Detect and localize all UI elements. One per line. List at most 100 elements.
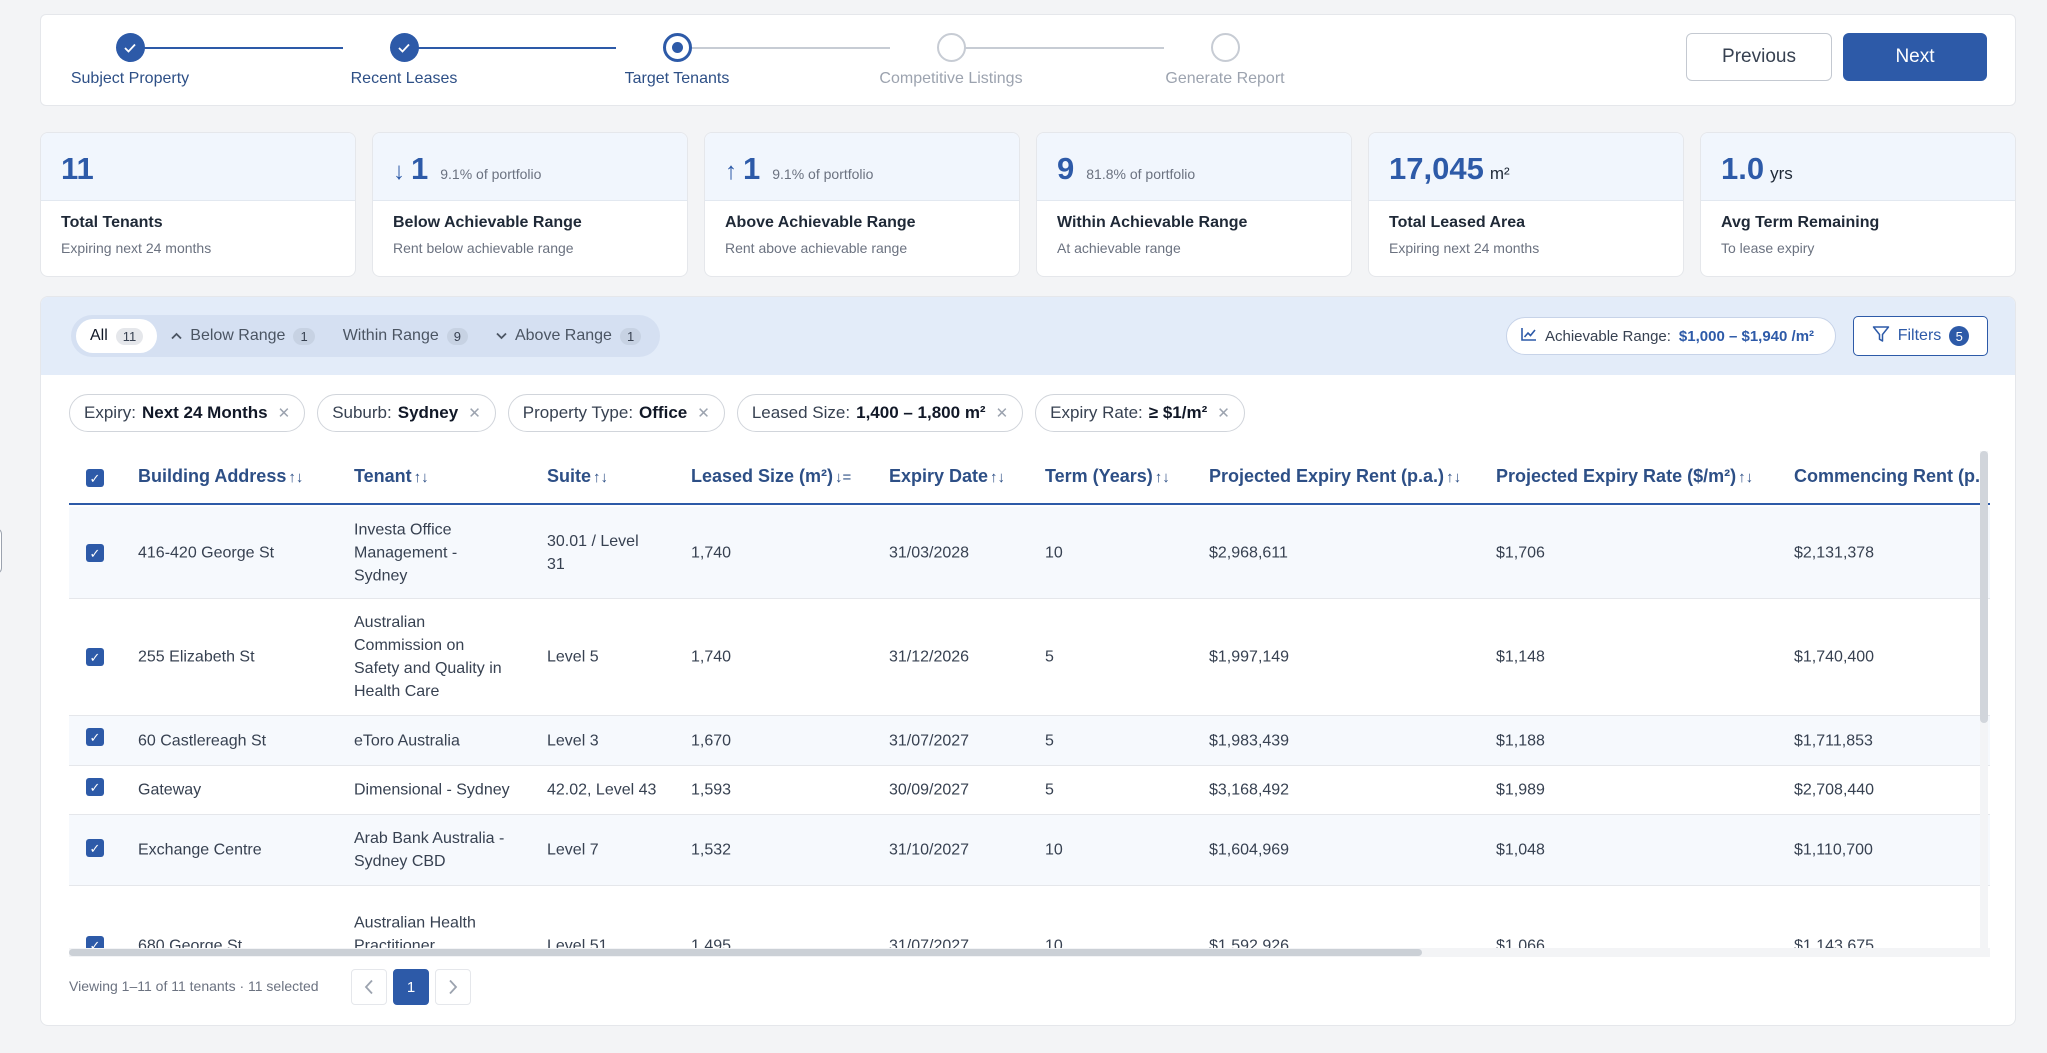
segment-above-range[interactable]: Above Range 1 (482, 319, 655, 353)
close-icon[interactable]: ✕ (697, 405, 710, 422)
segment-count: 1 (619, 327, 642, 345)
check-icon (115, 33, 145, 62)
cell-commencing-rent: $2,131,378 (1794, 544, 1875, 561)
chip-key: Leased Size: (751, 403, 851, 422)
arrow-up-icon: ↑ (725, 158, 737, 185)
cell-tenant: Arab Bank Australia - Sydney CBD (354, 830, 505, 870)
stat-subtitle: To lease expiry (1721, 240, 1815, 256)
table-row[interactable]: ✓ 255 Elizabeth St Australian Commission… (69, 599, 1990, 716)
segment-count: 1 (293, 327, 315, 345)
pagination: 1 (351, 969, 471, 1005)
tenants-panel: All 11 Below Range 1 Within Range 9 Abov… (40, 296, 2016, 1026)
cell-commencing-rent: $1,110,700 (1794, 841, 1873, 859)
cell-leased-size: 1,670 (691, 732, 732, 749)
cell-expiry-rate: $1,188 (1496, 732, 1545, 749)
row-checkbox[interactable]: ✓ (86, 728, 104, 746)
cell-expiry-date: 31/12/2026 (889, 648, 970, 666)
trend-chart-icon (1521, 327, 1537, 345)
segment-within-range[interactable]: Within Range 9 (329, 319, 482, 353)
row-checkbox[interactable]: ✓ (86, 544, 104, 562)
table-row[interactable]: ✓ Gateway Dimensional - Sydney 42.02, Le… (69, 766, 1990, 815)
column-header[interactable]: Projected Expiry Rate ($/m²) ↑↓ (1496, 466, 1754, 486)
table-row[interactable]: ✓ 416-420 George St Investa Office Manag… (69, 507, 1990, 599)
active-filter-chips: Expiry: Next 24 Months ✕ Suburb: Sydney … (69, 394, 1245, 432)
step-recent-leases[interactable]: Recent Leases (294, 33, 514, 88)
select-all-checkbox[interactable]: ✓ (86, 469, 104, 487)
pagination-summary: Viewing 1–11 of 11 tenants · 11 selected (69, 978, 319, 994)
cell-suite: 30.01 / Level 31 (547, 532, 639, 573)
filter-chip-leased-size[interactable]: Leased Size: 1,400 – 1,800 m² ✕ (736, 394, 1024, 432)
filters-button[interactable]: Filters 5 (1853, 316, 1988, 356)
row-checkbox[interactable]: ✓ (86, 648, 104, 666)
chevron-left-icon[interactable] (351, 969, 387, 1005)
step-target-tenants[interactable]: Target Tenants (567, 33, 787, 88)
step-competitive-listings[interactable]: Competitive Listings (841, 33, 1061, 88)
close-icon[interactable]: ✕ (277, 405, 291, 422)
column-header[interactable]: Suite ↑↓ (547, 466, 609, 486)
column-header[interactable]: Expiry Date ↑↓ (889, 466, 1006, 486)
cell-suite: 42.02, Level 43 (547, 781, 657, 799)
stat-above-range: ↑ 1 9.1% of portfolio Above Achievable R… (704, 132, 1020, 277)
sort-icon: ↑↓ (1738, 469, 1754, 486)
scrollbar-thumb[interactable] (69, 949, 1422, 956)
stat-value: 9 (1057, 151, 1075, 186)
cell-expiry-date: 31/03/2028 (889, 544, 970, 561)
stat-total-tenants: 11 Total Tenants Expiring next 24 months (40, 132, 356, 277)
column-header[interactable]: Term (Years) ↑↓ (1045, 466, 1170, 486)
segment-below-range[interactable]: Below Range 1 (157, 319, 328, 353)
filter-bar: All 11 Below Range 1 Within Range 9 Abov… (41, 297, 2015, 375)
horizontal-scrollbar[interactable] (69, 948, 1990, 957)
achievable-range-pill[interactable]: Achievable Range: $1,000 – $1,940 /m² (1506, 317, 1836, 355)
cell-building-address: 416-420 George St (138, 544, 275, 561)
cell-leased-size: 1,740 (691, 544, 732, 561)
cell-term: 10 (1045, 841, 1063, 859)
page-button[interactable]: 1 (393, 969, 429, 1005)
segment-all[interactable]: All 11 (76, 319, 158, 353)
chip-key: Property Type: (522, 403, 634, 422)
side-panel-handle[interactable] (0, 528, 2, 574)
cell-expiry-rate: $1,989 (1496, 781, 1545, 799)
step-label: Recent Leases (350, 70, 458, 87)
column-header[interactable]: Projected Expiry Rent (p.a.) ↑↓ (1209, 466, 1462, 486)
cell-expiry-rent: $2,968,611 (1209, 544, 1288, 561)
close-icon[interactable]: ✕ (468, 405, 481, 422)
cell-commencing-rent: $2,708,440 (1794, 781, 1875, 799)
cell-building-address: 255 Elizabeth St (138, 648, 255, 666)
chevron-right-icon[interactable] (435, 969, 471, 1005)
column-header[interactable]: Building Address ↑↓ (138, 466, 304, 486)
cell-term: 5 (1045, 648, 1054, 666)
table-row[interactable]: ✓ 680 George St Australian Health Practi… (69, 886, 1990, 957)
segment-label: Below Range (190, 327, 286, 344)
next-button[interactable]: Next (1843, 33, 1987, 81)
close-icon[interactable]: ✕ (1217, 405, 1230, 422)
stat-total-leased-area: 17,045 m² Total Leased Area Expiring nex… (1368, 132, 1684, 277)
column-header[interactable]: Leased Size (m²) ↓= (691, 466, 852, 486)
previous-button[interactable]: Previous (1686, 33, 1832, 81)
filter-chip-expiry-rate[interactable]: Expiry Rate: ≥ $1/m² ✕ (1035, 394, 1245, 432)
cell-suite: Level 7 (547, 841, 599, 859)
row-checkbox[interactable]: ✓ (86, 839, 104, 857)
stat-below-range: ↓ 1 9.1% of portfolio Below Achievable R… (372, 132, 688, 277)
cell-expiry-date: 31/10/2027 (889, 841, 970, 859)
close-icon[interactable]: ✕ (995, 405, 1009, 422)
filter-chip-expiry[interactable]: Expiry: Next 24 Months ✕ (69, 394, 306, 432)
scrollbar-thumb[interactable] (1980, 451, 1988, 723)
table-row[interactable]: ✓ 60 Castlereagh St eToro Australia Leve… (69, 716, 1990, 766)
cell-expiry-rate: $1,048 (1496, 841, 1545, 859)
filter-chip-suburb[interactable]: Suburb: Sydney ✕ (317, 394, 496, 432)
table-row[interactable]: ✓ Exchange Centre Arab Bank Australia - … (69, 815, 1990, 886)
row-checkbox[interactable]: ✓ (86, 778, 104, 796)
vertical-scrollbar[interactable] (1980, 451, 1988, 957)
filter-chip-property-type[interactable]: Property Type: Office ✕ (507, 394, 725, 432)
column-header[interactable]: Commencing Rent (p. (1794, 466, 1981, 486)
sort-icon: ↑↓ (1446, 469, 1462, 486)
filters-label: Filters (1897, 327, 1942, 344)
cell-tenant: Dimensional - Sydney (354, 781, 510, 799)
step-generate-report[interactable]: Generate Report (1115, 33, 1335, 88)
filters-count-badge: 5 (1949, 326, 1970, 346)
chip-value: ≥ $1/m² (1148, 403, 1208, 422)
stat-title: Within Achievable Range (1057, 214, 1248, 231)
cell-tenant: Australian Commission on Safety and Qual… (354, 614, 502, 700)
step-subject-property[interactable]: Subject Property (20, 33, 240, 88)
column-header[interactable]: Tenant ↑↓ (354, 466, 429, 486)
